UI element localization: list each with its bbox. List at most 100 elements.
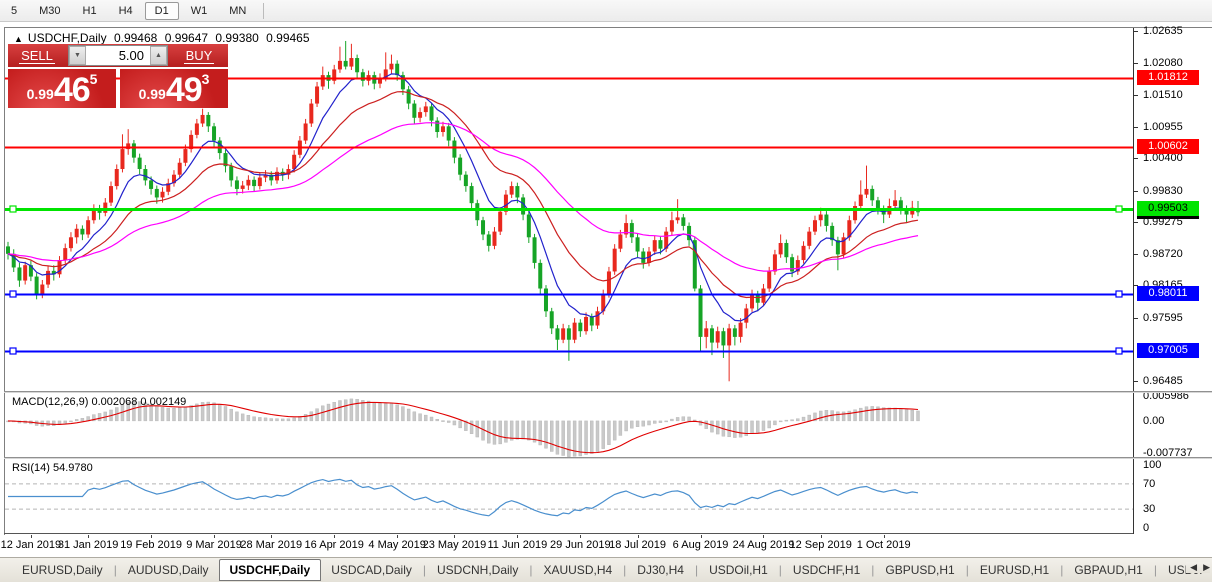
macd-indicator-pane — [6, 398, 920, 457]
price-axis-tick — [1134, 31, 1138, 32]
macd-histogram-bar — [458, 420, 462, 429]
candle-body — [166, 183, 171, 192]
line-anchor-marker[interactable] — [9, 205, 17, 213]
line-anchor-marker[interactable] — [9, 290, 17, 298]
ask-quote-button[interactable]: 0.99 49 3 — [120, 69, 228, 108]
macd-histogram-bar — [733, 420, 737, 438]
macd-axis-label: 0.00 — [1143, 414, 1165, 427]
timeframe-button-h4[interactable]: H4 — [118, 4, 133, 17]
macd-histogram-bar — [698, 420, 703, 426]
macd-histogram-bar — [773, 420, 777, 426]
candle-body — [578, 322, 583, 332]
macd-histogram-bar — [887, 407, 892, 422]
tab-separator: | — [694, 563, 699, 577]
chart-tab-usdchf-h1[interactable]: USDCHF,H1 — [792, 563, 861, 577]
candle-body — [40, 284, 45, 295]
chart-tab-usdcnh-daily[interactable]: USDCNH,Daily — [437, 563, 519, 577]
candle-body — [378, 77, 383, 84]
price-axis-tick — [1134, 95, 1138, 96]
macd-histogram-bar — [612, 420, 617, 441]
candle-body — [80, 228, 85, 235]
candle-body — [91, 208, 96, 221]
line-anchor-marker[interactable] — [9, 347, 17, 355]
chart-tab-eurusd-daily[interactable]: EURUSD,Daily — [22, 563, 103, 577]
candle-body — [910, 207, 915, 215]
pane-separator[interactable] — [4, 457, 1212, 459]
candle-body — [68, 237, 73, 249]
chart-tab-usdcad-daily[interactable]: USDCAD,Daily — [331, 563, 412, 577]
candle-body — [257, 177, 262, 187]
candle-body — [332, 69, 337, 81]
macd-histogram-bar — [630, 420, 634, 429]
chart-tab-usdoil-h1[interactable]: USDOil,H1 — [709, 563, 768, 577]
macd-histogram-bar — [841, 411, 846, 422]
chart-tab-audusd-daily[interactable]: AUDUSD,Daily — [127, 563, 209, 577]
line-anchor-marker[interactable] — [1115, 205, 1123, 213]
timeframe-button-m30[interactable]: M30 — [39, 4, 61, 17]
tab-scroll-left-icon[interactable]: ◀ — [1190, 562, 1198, 572]
volume-decrease-button[interactable]: ▼ — [69, 46, 86, 65]
candle-body — [240, 185, 245, 189]
bid-pipette: 5 — [89, 71, 98, 87]
sell-button[interactable]: SELL — [8, 48, 66, 64]
buy-button-label: BUY — [183, 48, 215, 64]
candle-body — [246, 179, 251, 186]
macd-histogram-bar — [246, 415, 251, 422]
candle-body — [692, 240, 697, 289]
macd-histogram-bar — [550, 420, 554, 452]
chart-tab-gbpaud-h1[interactable]: GBPAUD,H1 — [1074, 563, 1143, 577]
candle-body — [801, 245, 806, 261]
chart-tab-eurusd-h1[interactable]: EURUSD,H1 — [979, 563, 1050, 577]
macd-histogram-bar — [555, 420, 560, 455]
timeframe-button-d1[interactable]: D1 — [144, 1, 179, 20]
date-axis-tick — [88, 535, 90, 538]
macd-histogram-bar — [212, 402, 216, 422]
collapse-triangle-icon[interactable]: ▲ — [14, 34, 23, 44]
bid-quote-button[interactable]: 0.99 46 5 — [8, 69, 116, 108]
rsi-label: RSI(14) 54.9780 — [12, 462, 93, 474]
macd-histogram-bar — [584, 420, 588, 455]
macd-histogram-bar — [538, 420, 542, 446]
candle-body — [584, 316, 589, 332]
timeframe-button-5[interactable]: 5 — [11, 4, 18, 17]
chart-tab-dj30-h4[interactable]: DJ30,H4 — [637, 563, 684, 577]
candle-body — [853, 206, 858, 221]
macd-histogram-bar — [263, 417, 268, 422]
line-anchor-marker[interactable] — [1115, 347, 1123, 355]
timeframe-button-mn[interactable]: MN — [229, 4, 247, 17]
timeframe-button-h1[interactable]: H1 — [82, 4, 97, 17]
macd-histogram-bar — [601, 420, 605, 449]
macd-histogram-bar — [338, 400, 342, 422]
rsi-current-value: 54.9780 — [52, 462, 93, 474]
macd-histogram-bar — [309, 411, 314, 422]
price-axis-label: 0.98720 — [1143, 247, 1183, 260]
price-axis-label: 1.00955 — [1143, 120, 1183, 133]
candle-body — [458, 157, 463, 175]
candle-body — [57, 260, 62, 275]
pane-separator[interactable] — [4, 391, 1212, 393]
volume-increase-button[interactable]: ▲ — [150, 46, 167, 65]
tab-scroll-right-icon[interactable]: ▶ — [1203, 562, 1210, 572]
macd-histogram-bar — [441, 420, 445, 422]
chart-tab-xauusd-h4[interactable]: XAUUSD,H4 — [543, 563, 613, 577]
candle-body — [131, 143, 136, 158]
volume-input[interactable] — [86, 46, 150, 65]
timeframe-button-w1[interactable]: W1 — [190, 4, 208, 17]
chart-tab-gbpusd-h1[interactable]: GBPUSD,H1 — [885, 563, 955, 577]
chart-tab-usdchf-daily[interactable]: USDCHF,Daily — [218, 559, 322, 581]
candle-body — [601, 294, 606, 312]
rsi-name: RSI(14) — [12, 462, 50, 474]
macd-histogram-bar — [372, 402, 376, 422]
macd-histogram-bar — [578, 420, 583, 457]
line-anchor-marker[interactable] — [1115, 290, 1123, 298]
macd-histogram-bar — [864, 406, 869, 422]
buy-button[interactable]: BUY — [170, 48, 228, 64]
macd-histogram-bar — [160, 407, 165, 422]
macd-histogram-bar — [801, 416, 806, 422]
price-axis-label: 1.00400 — [1143, 152, 1183, 165]
rsi-indicator-pane — [5, 478, 1133, 517]
date-axis-tick — [30, 535, 32, 538]
macd-histogram-bar — [767, 420, 771, 429]
candle-body — [893, 200, 898, 206]
rsi-axis-label: 100 — [1143, 459, 1162, 471]
